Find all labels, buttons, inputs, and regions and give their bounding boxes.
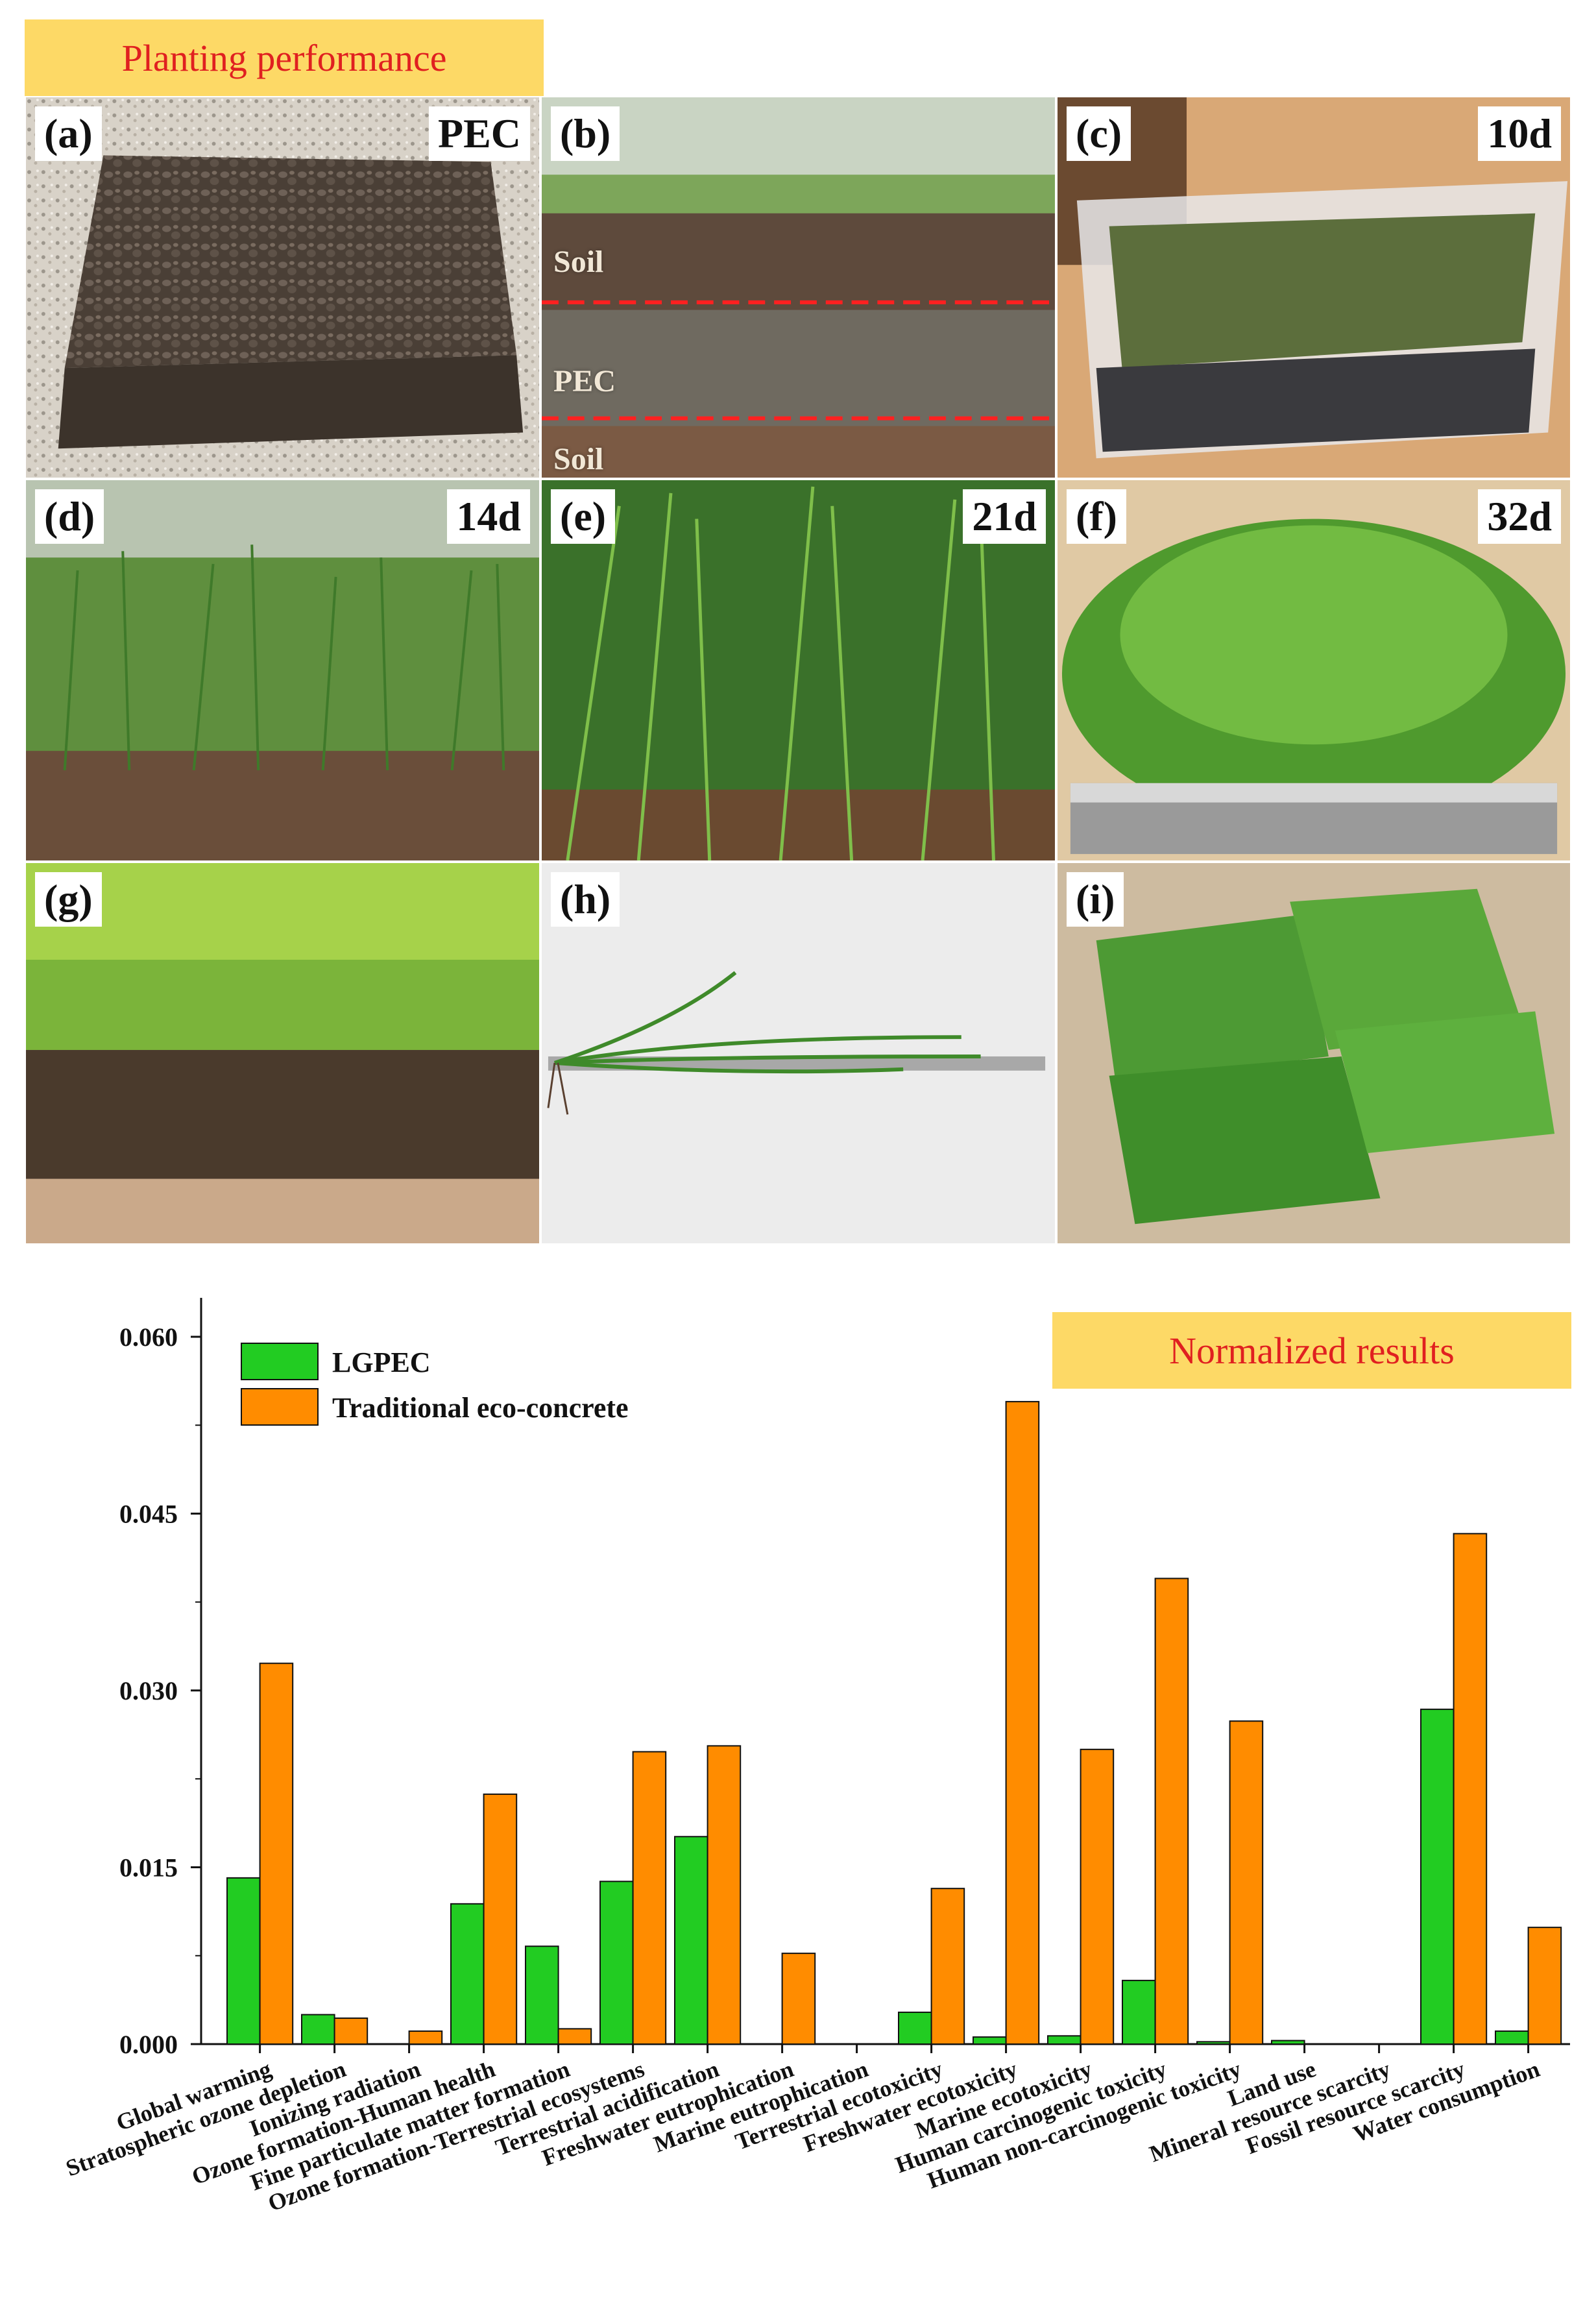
bar-traditional xyxy=(1154,1578,1189,2045)
bar-lgpec xyxy=(973,2036,1007,2045)
bar-lgpec xyxy=(226,1877,261,2045)
bar-lgpec xyxy=(599,1881,634,2045)
layer-label-soil-bottom: Soil xyxy=(553,442,604,476)
layer-label-pec: PEC xyxy=(553,364,616,398)
y-tick-label: 0.015 xyxy=(119,1853,178,1883)
bar-lgpec xyxy=(1495,2030,1529,2045)
bar-traditional xyxy=(707,1745,742,2045)
bars-group xyxy=(226,1400,1562,2045)
panel-label-a: (a) xyxy=(35,106,102,161)
photo-grid: (a) PEC (b) Soil PEC Soil (c) 10d xyxy=(25,96,1571,1245)
bar-traditional xyxy=(1080,1748,1115,2045)
legend-swatch-lgpec xyxy=(241,1343,319,1380)
panel-label-g: (g) xyxy=(35,872,102,927)
bar-traditional xyxy=(781,1953,816,2045)
layer-label-soil-top: Soil xyxy=(553,245,604,279)
legend-label-traditional: Traditional eco-concrete xyxy=(332,1392,629,1424)
photo-panel-a: (a) PEC xyxy=(25,96,540,479)
normalized-results-chart: 0.000 0.015 0.030 0.045 0.060 Global warming… xyxy=(62,1298,1570,2216)
photo-panel-i: (i) xyxy=(1056,862,1571,1245)
normalized-results-banner: Normalized results xyxy=(1052,1312,1571,1389)
soil-profile-image xyxy=(542,97,1055,478)
panel-label-d: (d) xyxy=(35,489,104,544)
four-trays-image xyxy=(1058,863,1570,1243)
grass-length-ruler-image xyxy=(542,863,1055,1243)
panel-label-e: (e) xyxy=(551,489,616,544)
normalized-results-text: Normalized results xyxy=(1169,1329,1455,1372)
photo-panel-h: (h) xyxy=(540,862,1056,1245)
photo-panel-f: (f) 32d xyxy=(1056,479,1571,862)
bar-traditional xyxy=(1229,1720,1264,2045)
y-tick-label: 0.030 xyxy=(119,1676,178,1705)
y-tick-label: 0.060 xyxy=(119,1323,178,1352)
y-tick-label: 0.000 xyxy=(119,2030,178,2059)
photo-panel-c: (c) 10d xyxy=(1056,96,1571,479)
panel-tag-pec: PEC xyxy=(429,106,530,161)
legend: LGPEC Traditional eco-concrete xyxy=(241,1343,629,1426)
planting-performance-banner: Planting performance xyxy=(25,19,544,96)
grass-block-side-image xyxy=(26,863,539,1243)
y-tick-label: 0.045 xyxy=(119,1500,178,1529)
panel-label-i: (i) xyxy=(1067,872,1124,927)
bar-traditional xyxy=(259,1663,294,2045)
panel-label-c: (c) xyxy=(1067,106,1131,161)
legend-swatch-traditional xyxy=(241,1388,319,1426)
legend-label-lgpec: LGPEC xyxy=(332,1347,431,1378)
bar-traditional xyxy=(408,2030,443,2045)
panel-label-f: (f) xyxy=(1067,489,1126,544)
bar-lgpec xyxy=(898,2011,932,2045)
grass-day21-image xyxy=(542,480,1055,860)
bar-lgpec xyxy=(1420,1709,1455,2045)
panel-tag-21d: 21d xyxy=(963,489,1046,544)
photo-panel-d: (d) 14d xyxy=(25,479,540,862)
bar-traditional xyxy=(1005,1400,1040,2045)
bar-traditional xyxy=(1527,1927,1562,2045)
bar-traditional xyxy=(1453,1533,1488,2045)
bar-lgpec xyxy=(450,1903,485,2045)
bar-traditional xyxy=(930,1888,965,2045)
panel-tag-10d: 10d xyxy=(1478,106,1561,161)
panel-tag-32d: 32d xyxy=(1478,489,1561,544)
panel-label-h: (h) xyxy=(551,872,620,927)
bar-traditional xyxy=(333,2017,369,2045)
bar-lgpec xyxy=(1047,2035,1082,2045)
bar-lgpec xyxy=(1196,2041,1231,2045)
bar-lgpec xyxy=(674,1836,708,2045)
panel-tag-14d: 14d xyxy=(447,489,530,544)
photo-panel-g: (g) xyxy=(25,862,540,1245)
bar-traditional xyxy=(557,2028,592,2045)
bar-lgpec xyxy=(1122,1979,1156,2045)
photo-panel-e: (e) 21d xyxy=(540,479,1056,862)
bar-traditional xyxy=(632,1751,667,2045)
panel-label-b: (b) xyxy=(551,106,620,161)
bar-traditional xyxy=(483,1793,518,2045)
photo-panel-b: (b) Soil PEC Soil xyxy=(540,96,1056,479)
bar-lgpec xyxy=(301,2014,335,2045)
grass-day32-image xyxy=(1058,480,1570,860)
bar-lgpec xyxy=(1271,2040,1305,2045)
bar-lgpec xyxy=(525,1945,559,2045)
planting-performance-text: Planting performance xyxy=(121,36,447,79)
axes-group: 0.000 0.015 0.030 0.045 0.060 xyxy=(119,1298,1570,2059)
